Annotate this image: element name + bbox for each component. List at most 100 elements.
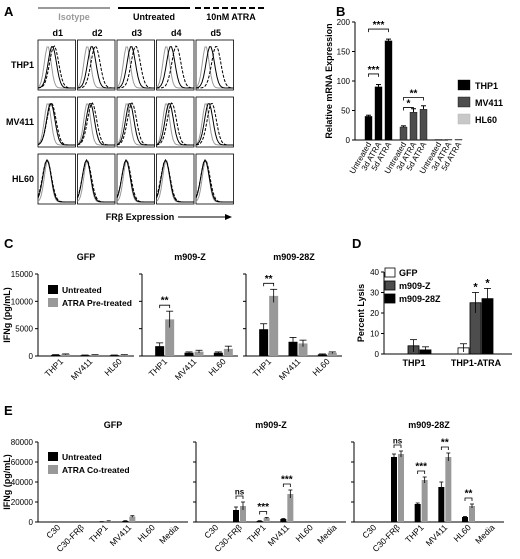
- bar-m909-28Z-THP1-0: [259, 329, 269, 356]
- histogram-frame: [37, 96, 76, 148]
- subpanel-title-GFP: GFP: [77, 252, 96, 262]
- arrow-head: [225, 214, 232, 220]
- histogram-curve-2: [37, 159, 76, 203]
- x-tick-label: MV411: [108, 522, 134, 548]
- column-label-d2: d2: [92, 28, 103, 38]
- histogram-curve-2: [77, 102, 115, 146]
- histogram-curve-1: [195, 103, 234, 146]
- significance-bracket: [440, 446, 449, 450]
- histogram-curve-1: [116, 103, 155, 146]
- bar-MV411-1: [409, 112, 418, 141]
- histogram-curve-2: [196, 46, 234, 89]
- x-tick-label: THP1: [245, 522, 268, 545]
- significance-label: ***: [415, 462, 427, 473]
- y-tick-label: 60000: [11, 458, 34, 467]
- subpanel-title-m909-Z: m909-Z: [255, 420, 287, 430]
- bar-m909-Z-MV411-0: [280, 519, 287, 522]
- significance-label: **: [441, 438, 449, 449]
- y-tick-label: 0: [346, 136, 351, 145]
- histogram-frame: [77, 96, 116, 148]
- bar-m909-28Z-THP1-0: [414, 504, 421, 522]
- row-label-HL60: HL60: [12, 174, 34, 184]
- x-tick-label: HL60: [293, 522, 315, 544]
- significance-bracket: [159, 304, 171, 309]
- bar-m909-28Z-HL60-1: [327, 352, 337, 356]
- legend-label-1: ATRA Pre-treated: [62, 298, 132, 308]
- bar-m909-Z-MV411-1: [287, 494, 294, 522]
- x-tick-label-THP1: THP1: [402, 358, 425, 368]
- histogram-curve-0: [156, 103, 194, 146]
- panel-letter-b: B: [336, 4, 345, 19]
- bar-m909-Z-MV411-0: [184, 352, 194, 356]
- x-tick-label: C30: [202, 522, 220, 540]
- histogram-frame: [195, 39, 234, 91]
- x-axis-label: FRβ Expression: [106, 212, 175, 222]
- histogram-frame: [156, 96, 195, 148]
- bar-m909-28Z-MV411-1: [445, 457, 452, 522]
- bar-m909-Z-THP1-1: [263, 518, 270, 522]
- significance-label: ***: [281, 475, 293, 486]
- histogram-curve-2: [156, 159, 194, 203]
- significance-label: **: [265, 274, 273, 285]
- y-tick-label: 80000: [11, 438, 34, 447]
- y-tick-label: 30: [370, 289, 379, 298]
- legend-swatch-GFP: [384, 267, 396, 278]
- significance-bracket: [368, 28, 389, 33]
- histogram-frame: [37, 39, 76, 91]
- bar-m909-28Z-HL60-1: [469, 506, 475, 522]
- bar-m909-28Z-MV411-1: [298, 343, 308, 356]
- legend-swatch-MV411: [457, 96, 471, 108]
- bar-m909-Z-C30-FRβ-1: [240, 506, 246, 522]
- bar-m909-Z-THP1-1: [165, 319, 175, 356]
- significance-bracket: [235, 495, 244, 499]
- column-label-d1: d1: [52, 28, 63, 38]
- histogram-curve-2: [117, 46, 155, 89]
- legend-swatch-m909-28Z: [384, 293, 396, 304]
- significance-label: ***: [257, 502, 269, 513]
- x-tick-label: Media: [315, 522, 339, 546]
- x-tick-label: THP1: [87, 522, 110, 545]
- subpanel-title-GFP: GFP: [104, 420, 123, 430]
- histogram-curve-0: [77, 103, 115, 146]
- significance-bracket: [393, 444, 402, 448]
- histogram-curve-0: [116, 103, 155, 146]
- bar-m909-Z-THP1-0: [155, 346, 165, 356]
- significance-label: ***: [373, 20, 385, 31]
- significance-label: **: [161, 296, 169, 307]
- y-tick-label: 40: [370, 268, 379, 277]
- histogram-curve-2: [156, 45, 195, 89]
- bar-GFP-HL60-1: [119, 354, 129, 356]
- significance-label: ns: [393, 437, 403, 446]
- legend-label-0: Untreated: [62, 285, 102, 295]
- legend-label-0: Untreated: [62, 452, 102, 462]
- histogram-curve-0: [195, 160, 234, 203]
- significance-label: **: [410, 89, 418, 100]
- histogram-curve-0: [77, 160, 115, 203]
- histogram-curve-1: [116, 46, 155, 89]
- significance-label: *: [407, 99, 411, 110]
- legend-label-1: ATRA Co-treated: [62, 465, 130, 475]
- histogram-curve-1: [37, 46, 76, 89]
- bar-m909-28Z-C30-FRβ-0: [391, 457, 397, 522]
- histogram-curve-2: [77, 45, 115, 89]
- legend-label-GFP: GFP: [399, 268, 418, 278]
- histogram-curve-1: [77, 103, 115, 146]
- y-axis-label: IFNg (pg/mL): [2, 454, 12, 510]
- y-tick-label: 200: [337, 18, 351, 27]
- bar-m909-28Z-THP1-1: [421, 480, 428, 522]
- panel-letter-e: E: [4, 403, 13, 418]
- bar-GFP-HL60-0: [109, 355, 119, 356]
- y-tick-label: 100: [337, 77, 351, 86]
- histogram-curve-2: [116, 102, 155, 146]
- bar-MV411-2: [419, 109, 428, 141]
- x-tick-label: MV411: [173, 356, 199, 382]
- legend-label-HL60: HL60: [475, 115, 497, 125]
- significance-label: *: [473, 282, 478, 294]
- bar-HL60-0: [434, 139, 443, 141]
- y-tick-label: 0: [29, 352, 34, 361]
- bar-HL60-1: [444, 139, 453, 141]
- legend-swatch-0: [48, 285, 58, 294]
